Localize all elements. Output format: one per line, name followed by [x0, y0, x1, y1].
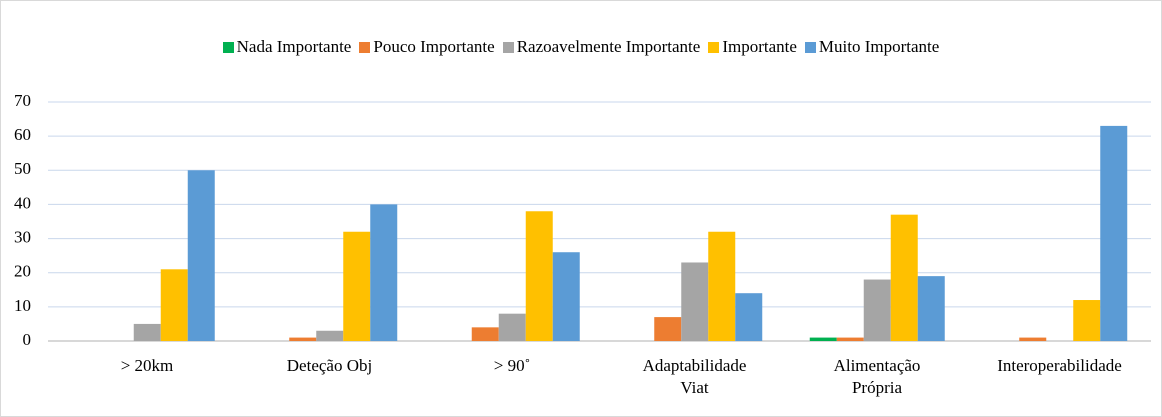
bar	[471, 327, 499, 341]
y-tick-label: 40	[14, 193, 31, 212]
y-tick-label: 60	[14, 125, 31, 144]
x-tick: Deteção Obj	[239, 355, 421, 377]
bar	[1073, 300, 1101, 341]
legend: Nada Importante Pouco Importante Razoavelm…	[1, 37, 1161, 57]
bar	[187, 170, 215, 341]
x-tick-label: Interoperabilidade	[997, 356, 1122, 375]
bar	[863, 279, 891, 341]
legend-item: Razoavelmente Importante	[502, 37, 701, 57]
legend-swatch	[502, 41, 514, 53]
legend-item: Muito Importante	[804, 37, 940, 57]
bar	[890, 214, 918, 341]
x-tick: Alimentação Própria	[786, 355, 968, 399]
y-tick-label: 20	[14, 262, 31, 281]
legend-swatch	[222, 41, 234, 53]
legend-item: Importante	[708, 37, 797, 57]
legend-label: Muito Importante	[818, 37, 940, 56]
bar	[552, 252, 580, 341]
legend-label: Pouco Importante	[373, 37, 495, 56]
bar	[316, 330, 344, 341]
x-tick-label: Adaptabilidade Viat	[642, 356, 747, 397]
bar	[809, 337, 837, 341]
bar	[681, 262, 709, 341]
legend-item: Pouco Importante	[359, 37, 495, 57]
x-tick: Interoperabilidade	[969, 355, 1151, 377]
legend-swatch	[708, 41, 720, 53]
legend-swatch	[804, 41, 816, 53]
y-tick-label: 30	[14, 227, 31, 246]
x-tick-label: > 20km	[120, 356, 174, 375]
bar	[498, 313, 526, 341]
x-tick-label: Alimentação Própria	[833, 356, 921, 397]
bar	[160, 269, 188, 341]
bar	[133, 323, 161, 341]
bar	[735, 293, 763, 341]
legend-swatch	[359, 41, 371, 53]
x-tick-label: > 90˚	[493, 356, 531, 375]
legend-label: Importante	[722, 37, 797, 56]
y-tick-label: 10	[14, 296, 31, 315]
bar	[917, 276, 945, 341]
bar	[343, 231, 371, 341]
bar	[370, 204, 398, 341]
bar	[1019, 337, 1047, 341]
x-tick: Adaptabilidade Viat	[604, 355, 786, 399]
y-tick-label: 50	[14, 159, 31, 178]
y-tick-label: 70	[14, 91, 31, 110]
x-tick: > 20km	[56, 355, 238, 377]
x-tick-label: Deteção Obj	[286, 356, 373, 375]
y-tick-label: 0	[23, 330, 32, 349]
bar	[289, 337, 317, 341]
bar	[654, 317, 682, 341]
bar	[1100, 125, 1128, 342]
bar	[525, 211, 553, 341]
legend-item: Nada Importante	[222, 37, 352, 57]
legend-label: Nada Importante	[236, 37, 352, 56]
bar	[708, 231, 736, 341]
bar	[836, 337, 864, 341]
legend-label: Razoavelmente Importante	[516, 37, 701, 56]
x-tick: > 90˚	[421, 355, 603, 377]
